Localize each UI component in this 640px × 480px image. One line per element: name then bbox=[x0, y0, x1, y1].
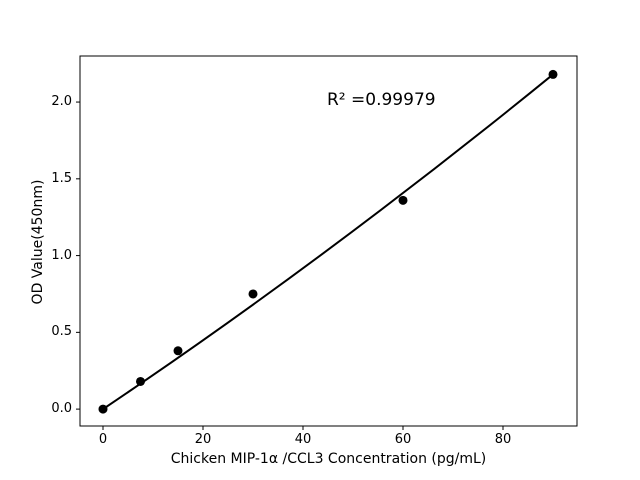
data-point bbox=[548, 69, 558, 79]
data-point bbox=[173, 346, 183, 356]
data-point bbox=[248, 289, 258, 299]
x-tick-label: 60 bbox=[394, 432, 412, 447]
axes-spines bbox=[79, 55, 578, 427]
y-tick-label: 2.0 bbox=[51, 94, 72, 110]
r-squared-annotation: R² =0.99979 bbox=[327, 90, 436, 110]
data-point bbox=[98, 404, 108, 414]
x-tick-label: 40 bbox=[294, 432, 312, 447]
y-tick-label: 1.0 bbox=[51, 247, 72, 263]
x-tick-label: 0 bbox=[98, 432, 108, 447]
y-tick-label: 0.5 bbox=[51, 324, 72, 340]
y-tick-label: 1.5 bbox=[51, 170, 72, 186]
fit-line bbox=[102, 73, 554, 411]
data-point bbox=[398, 195, 408, 205]
y-axis-label: OD Value(450nm) bbox=[30, 179, 46, 305]
data-point bbox=[136, 376, 145, 386]
y-tick-label: 0.0 bbox=[51, 401, 72, 417]
x-axis-label: Chicken MIP-1α /CCL3 Concentration (pg/m… bbox=[170, 451, 487, 467]
x-tick-label: 20 bbox=[194, 432, 212, 447]
x-tick-label: 80 bbox=[494, 432, 512, 447]
